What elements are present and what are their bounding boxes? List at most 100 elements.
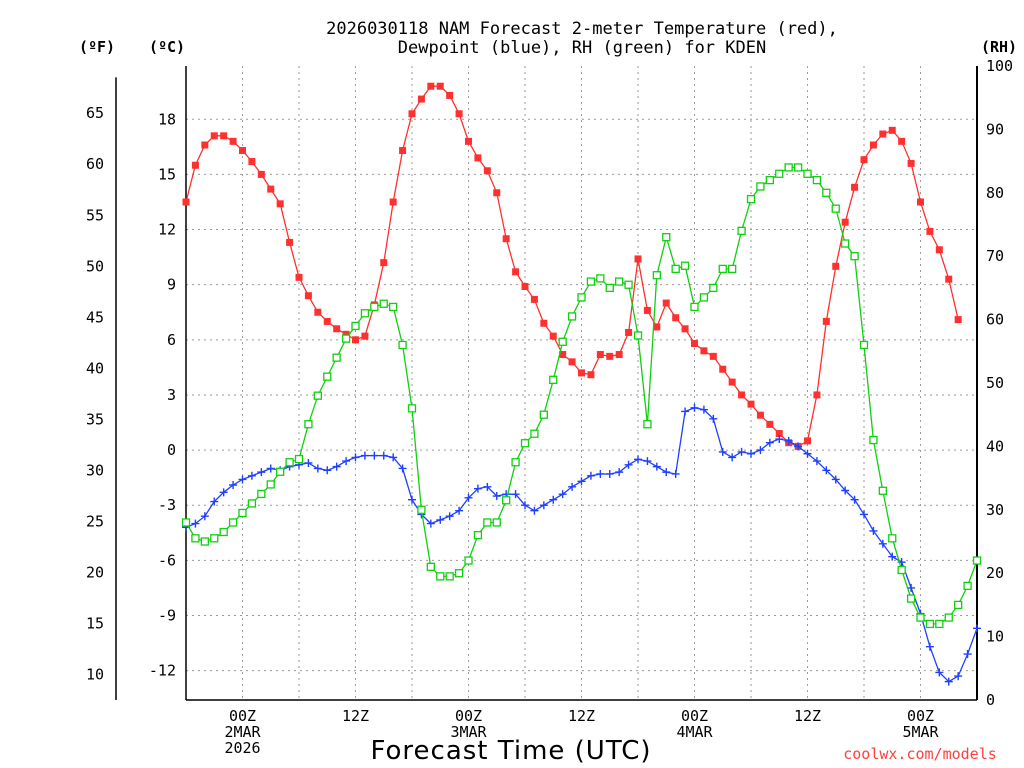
dewpoint-point — [521, 501, 529, 510]
rh-point — [605, 283, 614, 293]
dewpoint-point — [954, 672, 963, 681]
temperature-point — [766, 420, 774, 428]
x-tick-label: 00Z — [681, 707, 708, 725]
temperature-point — [653, 323, 661, 331]
dewpoint-point — [558, 490, 567, 499]
rh-point — [191, 534, 200, 543]
rh-point — [944, 613, 953, 622]
dewpoint-point — [360, 451, 369, 460]
dewpoint-point — [850, 495, 859, 504]
rh-point — [699, 293, 709, 302]
dewpoint-point — [464, 493, 473, 502]
rh-tick-label: 60 — [986, 311, 1004, 329]
rh-point — [341, 334, 351, 343]
temperature-point — [954, 316, 962, 324]
dewpoint-point — [643, 457, 652, 466]
temperature-point — [841, 218, 849, 226]
temperature-point — [521, 283, 529, 291]
rh-point — [888, 534, 897, 543]
temperature-point — [257, 170, 265, 178]
dewpoint-point — [219, 488, 228, 497]
temperature-point — [455, 110, 463, 118]
temperature-line — [185, 85, 959, 448]
temperature-point — [295, 273, 303, 281]
temperature-point — [926, 227, 934, 235]
rh-point — [238, 508, 247, 518]
rh-point — [567, 312, 577, 321]
rh-point — [351, 321, 360, 331]
temperature-point — [775, 430, 783, 438]
dewpoint-point — [822, 466, 831, 475]
rh-point — [549, 375, 558, 384]
rh-point — [294, 454, 304, 464]
dewpoint-point — [408, 495, 416, 504]
rh-point — [615, 277, 624, 286]
dewpoint-point — [549, 495, 558, 504]
x-tick-label: 5MAR — [902, 723, 939, 741]
temperature-point — [747, 400, 755, 408]
temperature-point — [606, 352, 614, 360]
dewpoint-point — [794, 442, 803, 451]
rh-point — [897, 565, 906, 575]
x-axis-title: Forecast Time (UTC) — [370, 736, 651, 766]
fahrenheit-tick-label: 55 — [86, 206, 104, 224]
rh-point — [285, 458, 294, 467]
x-tick-label: 2026 — [224, 739, 260, 757]
dewpoint-point — [389, 453, 398, 462]
celsius-tick-label: 12 — [158, 221, 176, 239]
rh-point — [558, 337, 567, 346]
rh-point — [624, 280, 633, 289]
axes — [115, 66, 978, 701]
temperature-point — [832, 262, 840, 270]
dewpoint-point — [869, 526, 878, 535]
rh-point — [539, 410, 548, 419]
temperature-point — [822, 317, 830, 325]
dewpoint-point — [210, 497, 219, 506]
dewpoint-point — [718, 447, 727, 456]
celsius-tick-label: -6 — [158, 551, 176, 569]
temperature-point — [465, 137, 472, 145]
fahrenheit-tick-label: 35 — [86, 410, 104, 428]
dewpoint-point — [860, 510, 868, 519]
temperature-point — [728, 378, 736, 386]
dewpoint-point — [247, 471, 256, 480]
rh-point — [954, 600, 963, 610]
dewpoint-point — [483, 482, 492, 491]
x-tick-label: 2MAR — [224, 723, 261, 741]
fahrenheit-tick-label: 50 — [86, 257, 104, 275]
temperature-point — [804, 437, 811, 445]
fahrenheit-tick-label: 15 — [86, 615, 104, 633]
rh-tick-label: 70 — [986, 247, 1004, 265]
fahrenheit-tick-label: 60 — [86, 155, 104, 173]
temperature-point — [549, 332, 557, 340]
rh-point — [586, 277, 596, 286]
dewpoint-point — [784, 436, 793, 445]
rh-tick-label: 20 — [986, 564, 1004, 582]
x-tick-label: 00Z — [455, 707, 482, 725]
rh-point — [916, 613, 925, 622]
dewpoint-point — [229, 480, 238, 489]
rh-point — [680, 261, 690, 270]
rh-point — [577, 293, 586, 302]
dewpoint-point — [662, 468, 671, 477]
rh-point — [511, 458, 520, 467]
temperature-point — [323, 317, 331, 325]
chart-title: 2026030118 NAM Forecast 2-meter Temperat… — [326, 19, 838, 39]
dewpoint-point — [925, 642, 934, 651]
temperature-point — [662, 299, 670, 307]
temperature-point — [483, 167, 491, 175]
rh-tick-label: 0 — [986, 691, 995, 709]
temperature-point — [917, 198, 924, 206]
rh-point — [313, 391, 322, 400]
temperature-point — [888, 126, 896, 134]
dewpoint-point — [775, 435, 784, 444]
x-tick-label: 12Z — [794, 707, 821, 725]
fahrenheit-tick-label: 40 — [86, 359, 104, 377]
temperature-point — [898, 137, 906, 145]
rh-point — [822, 188, 831, 197]
temperature-point — [333, 325, 341, 333]
temperature-point — [851, 183, 859, 191]
temperature-point — [559, 351, 567, 359]
fahrenheit-tick-label: 45 — [86, 308, 104, 326]
chart-subtitle: Dewpoint (blue), RH (green) for KDEN — [398, 38, 766, 58]
